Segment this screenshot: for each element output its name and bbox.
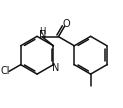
Text: H: H <box>39 27 46 36</box>
Text: N: N <box>52 63 59 73</box>
Text: O: O <box>62 19 70 29</box>
Text: N: N <box>39 30 46 40</box>
Text: Cl: Cl <box>1 66 10 76</box>
